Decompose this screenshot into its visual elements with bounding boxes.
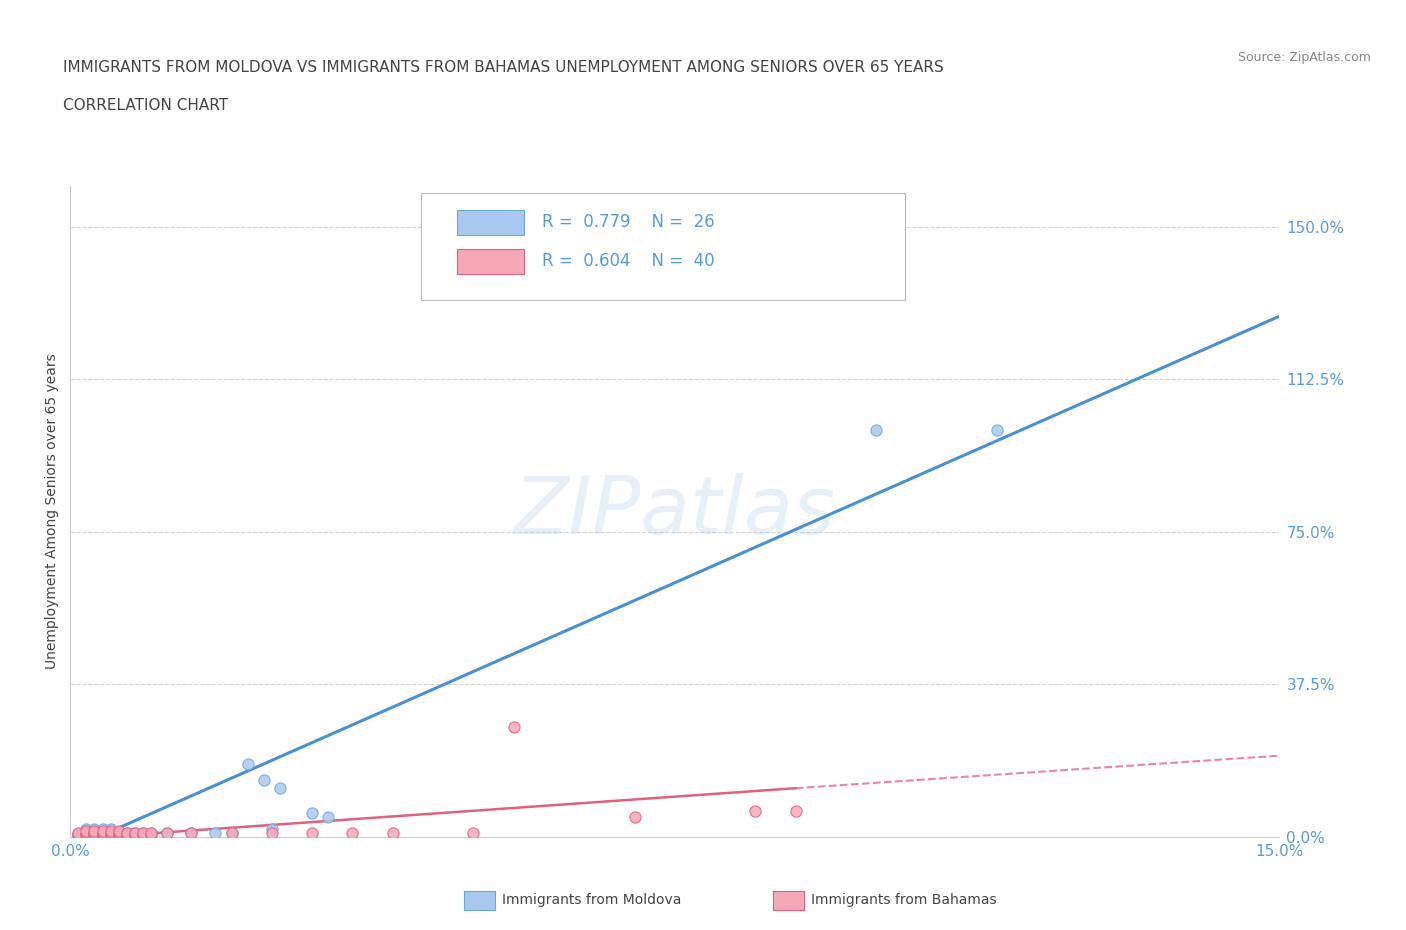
Point [83,826,105,841]
Text: CORRELATION CHART: CORRELATION CHART [63,98,228,113]
Point [115,826,138,841]
Point [100,828,122,843]
Point [132,828,155,843]
Point [221,826,243,841]
Point [342,826,364,841]
Point [67,828,90,843]
Point [83,827,105,841]
FancyBboxPatch shape [420,193,904,300]
Point [100,826,122,841]
Point [75,821,97,836]
Point [865,423,887,438]
Point [132,826,155,841]
Point [463,826,485,841]
Text: Immigrants from Moldova: Immigrants from Moldova [502,893,682,908]
Point [139,826,162,841]
Point [107,823,129,838]
Point [107,828,129,843]
Point [100,826,122,841]
Point [139,826,162,841]
Point [100,821,122,836]
Point [744,804,766,818]
Point [301,826,323,841]
Point [83,828,105,843]
Point [381,826,404,841]
Point [91,826,114,841]
Point [124,826,146,841]
Point [124,826,146,841]
Point [115,826,138,841]
Text: IMMIGRANTS FROM MOLDOVA VS IMMIGRANTS FROM BAHAMAS UNEMPLOYMENT AMONG SENIORS OV: IMMIGRANTS FROM MOLDOVA VS IMMIGRANTS FR… [63,60,943,75]
Point [91,821,114,836]
Point [785,804,807,818]
Point [83,826,105,841]
Text: ZIPatlas: ZIPatlas [513,472,837,551]
Point [75,827,97,841]
Point [67,828,90,843]
Point [107,826,129,841]
Y-axis label: Unemployment Among Seniors over 65 years: Unemployment Among Seniors over 65 years [45,353,59,670]
Point [156,826,179,841]
Point [253,773,276,788]
Point [180,826,202,841]
Point [260,826,283,841]
Point [91,828,114,843]
Point [91,826,114,841]
Point [221,826,243,841]
Point [75,823,97,838]
Point [67,827,90,841]
Point [75,826,97,841]
Point [260,821,283,836]
Point [124,828,146,843]
Point [156,826,179,841]
Point [623,809,645,824]
Text: R =  0.779    N =  26: R = 0.779 N = 26 [541,213,714,231]
Text: Source: ZipAtlas.com: Source: ZipAtlas.com [1237,51,1371,64]
Point [75,828,97,843]
Point [204,826,226,841]
Point [75,826,97,841]
Point [67,826,90,841]
Point [83,823,105,838]
Point [316,809,339,824]
Point [115,828,138,843]
Point [502,720,524,735]
Point [139,828,162,843]
Point [269,781,291,796]
Point [236,756,259,771]
FancyBboxPatch shape [457,210,524,235]
Point [132,826,155,841]
Text: Immigrants from Bahamas: Immigrants from Bahamas [811,893,997,908]
Point [100,823,122,838]
Point [83,821,105,836]
Point [301,805,323,820]
Point [986,423,1008,438]
Text: R =  0.604    N =  40: R = 0.604 N = 40 [541,252,714,270]
Point [180,826,202,841]
FancyBboxPatch shape [457,249,524,274]
Point [91,823,114,838]
Point [107,826,129,841]
